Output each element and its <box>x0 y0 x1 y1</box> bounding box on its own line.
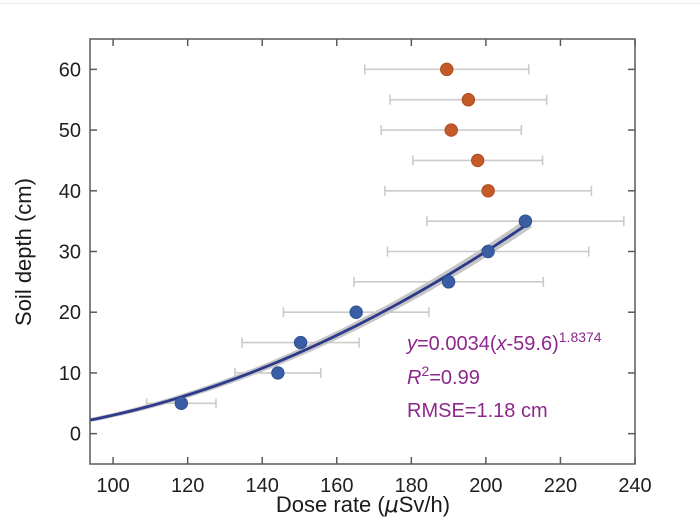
y-tick-label: 60 <box>59 59 81 81</box>
x-axis-label-text: Dose rate ( <box>275 492 385 517</box>
x-tick-label: 220 <box>544 475 577 497</box>
data-point <box>461 93 476 107</box>
fit-curve <box>89 221 530 422</box>
fit-equation: y=0.0034(x-59.6)1.8374 <box>407 329 602 355</box>
data-point <box>481 184 495 198</box>
r-squared-value: R2=0.99 <box>407 362 480 389</box>
fit-annotation: y=0.0034(x-59.6)1.8374 R2=0.99 RMSE=1.18… <box>407 328 602 428</box>
x-tick-label: 100 <box>96 475 129 497</box>
data-point <box>444 123 458 137</box>
data-point <box>174 396 189 410</box>
data-point <box>518 214 533 228</box>
window-top-edge <box>0 3 700 4</box>
data-point <box>441 275 456 289</box>
x-tick-label: 140 <box>246 475 279 497</box>
data-point <box>293 335 308 350</box>
data-point <box>349 305 363 319</box>
y-tick-label: 30 <box>59 242 81 264</box>
data-point <box>470 153 485 168</box>
x-tick-label: 200 <box>469 475 502 497</box>
x-tick-label: 120 <box>171 475 204 497</box>
rmse-value: RMSE=1.18 cm <box>407 400 548 422</box>
x-tick-label: 240 <box>618 475 651 497</box>
data-point <box>271 366 285 380</box>
data-point <box>440 62 454 77</box>
x-tick-label: 160 <box>320 475 353 497</box>
x-axis-label: Dose rate (μSv/h) <box>276 492 450 518</box>
mu-symbol: μ <box>384 493 399 518</box>
x-tick-label: 180 <box>395 475 428 497</box>
y-tick-label: 20 <box>59 302 81 324</box>
y-tick-label: 10 <box>59 363 81 385</box>
data-point <box>481 244 495 259</box>
y-axis-label: Soil depth (cm) <box>11 178 36 326</box>
y-tick-label: 0 <box>70 424 81 446</box>
y-tick-label: 50 <box>59 120 81 142</box>
y-tick-label: 40 <box>59 181 81 203</box>
x-axis-label-unit: Sv/h) <box>398 492 451 517</box>
